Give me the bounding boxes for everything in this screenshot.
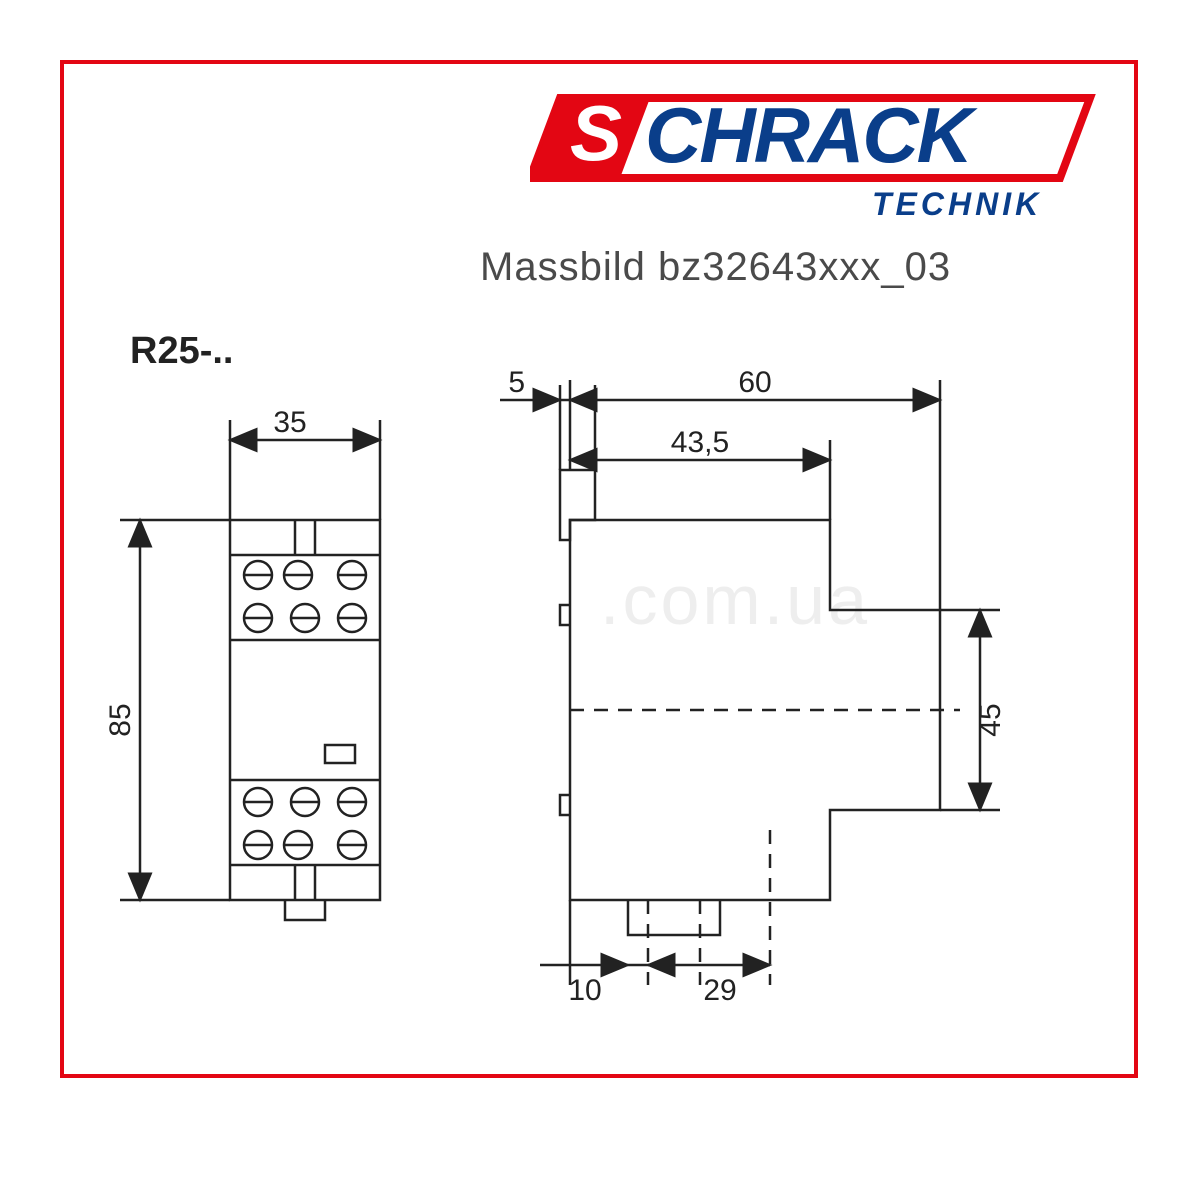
model-label: R25-..	[130, 330, 233, 373]
logo-main-text: CHRACK	[645, 91, 979, 179]
drawing-title: Massbild bz32643xxx_03	[480, 245, 951, 290]
logo-s-letter: S	[570, 89, 622, 177]
logo-sub-text: TECHNIK	[872, 186, 1042, 222]
logo-svg: S CHRACK TECHNIK	[530, 80, 1130, 230]
diagram-canvas: .com.ua S CHRACK TECHNIK Massbild bz3264…	[0, 0, 1200, 1200]
schrack-logo: S CHRACK TECHNIK	[530, 80, 1130, 235]
